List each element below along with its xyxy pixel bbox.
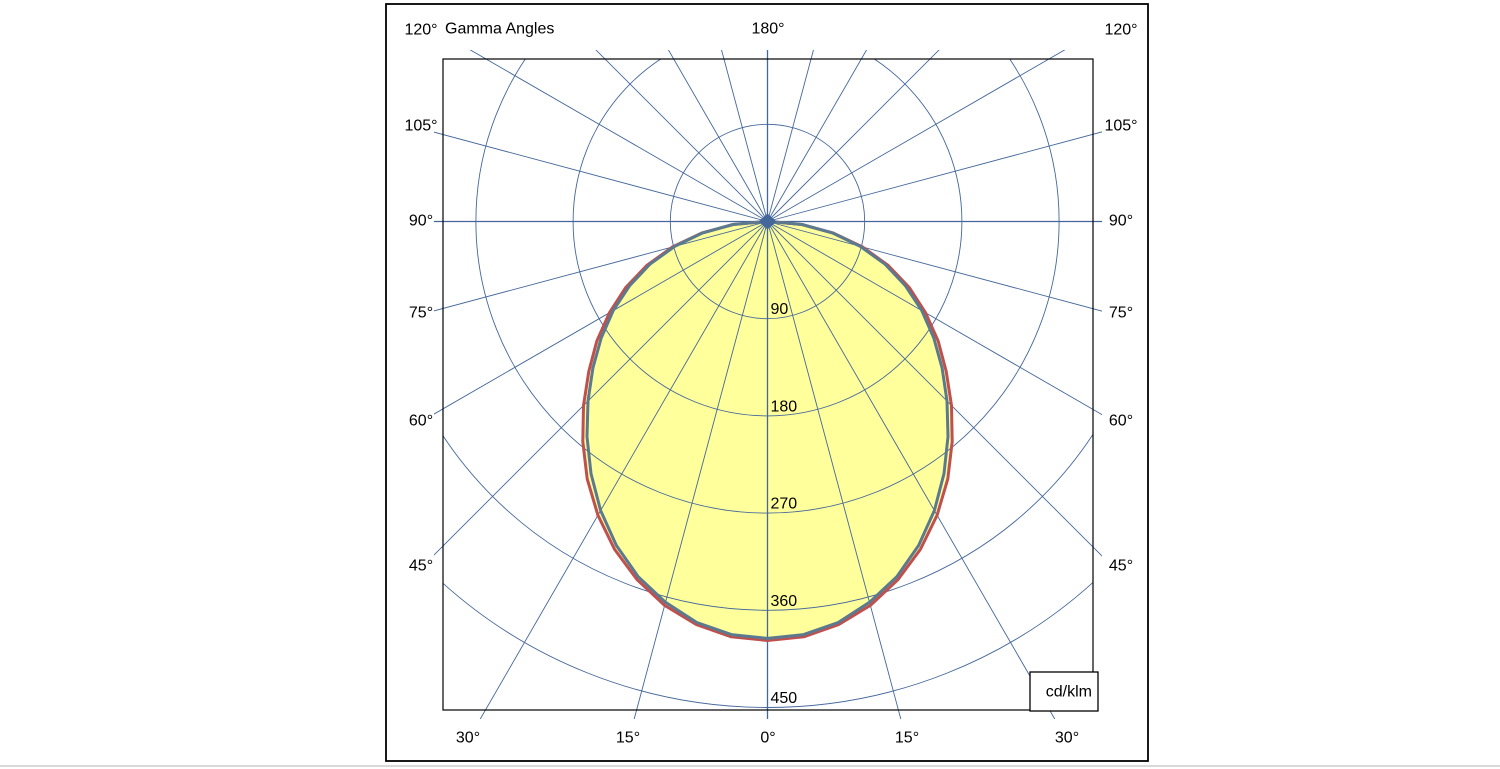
radial-ring-90 [669,123,866,320]
bottom-angle-label-30L: 30° [456,730,480,747]
radial-tick-label-90: 90 [771,301,789,318]
gamma-ray-195 [721,50,768,222]
radial-tick-label-360: 360 [771,593,798,610]
radial-tick-label-270: 270 [771,496,798,513]
gamma-ray-60 [767,221,1102,416]
right-angle-label-105: 105° [1104,118,1137,135]
radial-tick-label-450: 450 [771,690,798,707]
unit-label-box: cd/klm [1029,671,1099,712]
gamma-ray-285 [434,221,768,312]
right-angle-label-75: 75° [1109,305,1133,322]
left-angle-label-105: 105° [404,118,437,135]
gamma-ray-120 [767,50,1066,222]
curve-c90-c270 [581,220,954,642]
bottom-angle-label-0: 0° [760,730,775,747]
left-angle-label-90: 90° [409,213,433,230]
radial-ring-270 [475,59,1060,514]
gamma-ray-255 [434,131,768,222]
radial-ring-180 [572,59,963,417]
bottom-angle-label-15L: 15° [616,730,640,747]
radial-ring-grid [443,59,1093,708]
left-angle-label-75: 75° [409,305,433,322]
radial-tick-labels: 90 180 270 360 450 [771,301,798,707]
gamma-ray-45 [767,221,1102,557]
gamma-ray-30 [767,221,1056,719]
top-angle-label-180: 180° [751,21,784,38]
plot-border [442,58,1094,711]
intensity-curves [581,220,954,642]
gamma-ray-15 [767,221,902,719]
chart-title: Gamma Angles [445,21,554,38]
radial-ring-360 [443,433,1093,611]
gamma-ray-150 [767,50,868,222]
left-angle-label-60: 60° [409,413,433,430]
right-angle-label-90: 90° [1109,213,1133,230]
unit-label: cd/klm [1046,684,1092,701]
gamma-ray-165 [767,50,814,222]
gamma-ray-135 [767,50,940,222]
gamma-ray-330 [479,221,768,719]
gamma-ray-315 [434,221,768,556]
gamma-ray-345 [633,221,768,719]
radial-ring-450 [443,581,1093,708]
pole-marker-layer [758,213,777,230]
left-angle-label-120: 120° [404,22,437,39]
right-angle-label-120: 120° [1104,22,1137,39]
gamma-ray-225 [595,50,768,222]
bottom-angle-label-30R: 30° [1055,730,1079,747]
radial-tick-label-180: 180 [771,398,798,415]
right-angle-label-60: 60° [1109,413,1133,430]
gamma-ray-240 [469,50,768,222]
gamma-ray-105 [767,131,1102,222]
right-angle-label-45: 45° [1109,558,1133,575]
left-angle-label-45: 45° [409,558,433,575]
pole-marker-icon [758,213,777,230]
gamma-ray-210 [667,50,768,222]
gamma-ray-300 [434,221,768,415]
gamma-ray-75 [767,221,1102,312]
page-bottom-divider [0,765,1500,767]
curve-c0-c180 [585,220,950,640]
bottom-angle-label-15R: 15° [895,730,919,747]
